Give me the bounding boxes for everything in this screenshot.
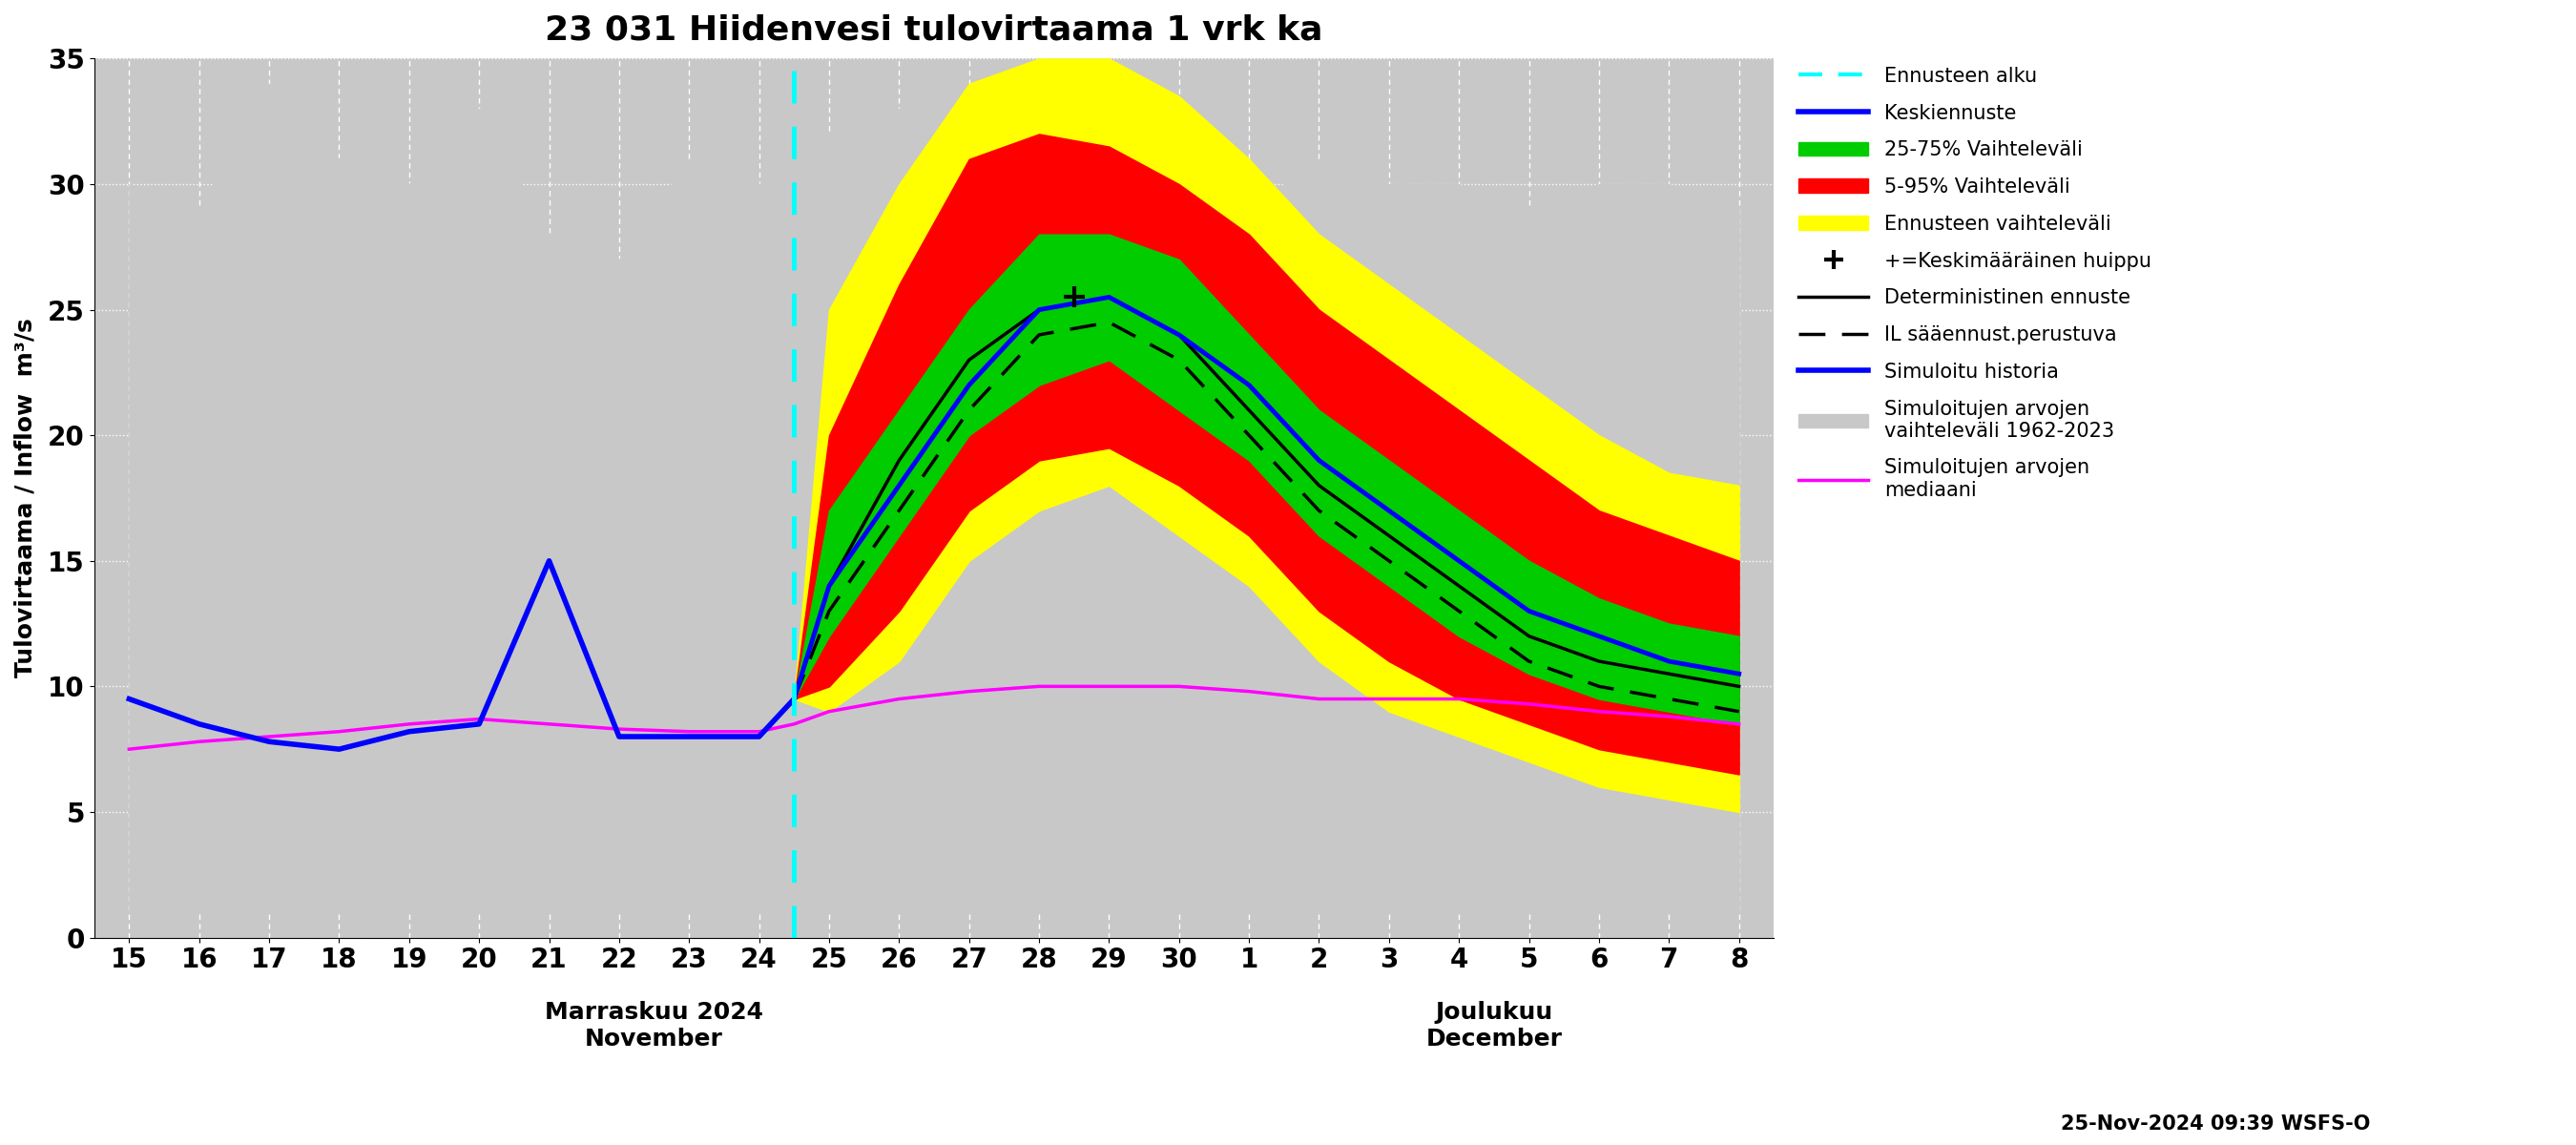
Title: 23 031 Hiidenvesi tulovirtaama 1 vrk ka: 23 031 Hiidenvesi tulovirtaama 1 vrk ka — [546, 14, 1324, 47]
Text: Marraskuu 2024
November: Marraskuu 2024 November — [546, 1001, 762, 1051]
Legend: Ennusteen alku, Keskiennuste, 25-75% Vaihteleväli, 5-95% Vaihteleväli, Ennusteen: Ennusteen alku, Keskiennuste, 25-75% Vai… — [1790, 58, 2159, 507]
Y-axis label: Tulovirtaama / Inflow  m³/s: Tulovirtaama / Inflow m³/s — [15, 318, 36, 678]
Text: 25-Nov-2024 09:39 WSFS-O: 25-Nov-2024 09:39 WSFS-O — [2061, 1114, 2370, 1134]
Text: Joulukuu
December: Joulukuu December — [1425, 1001, 1561, 1051]
